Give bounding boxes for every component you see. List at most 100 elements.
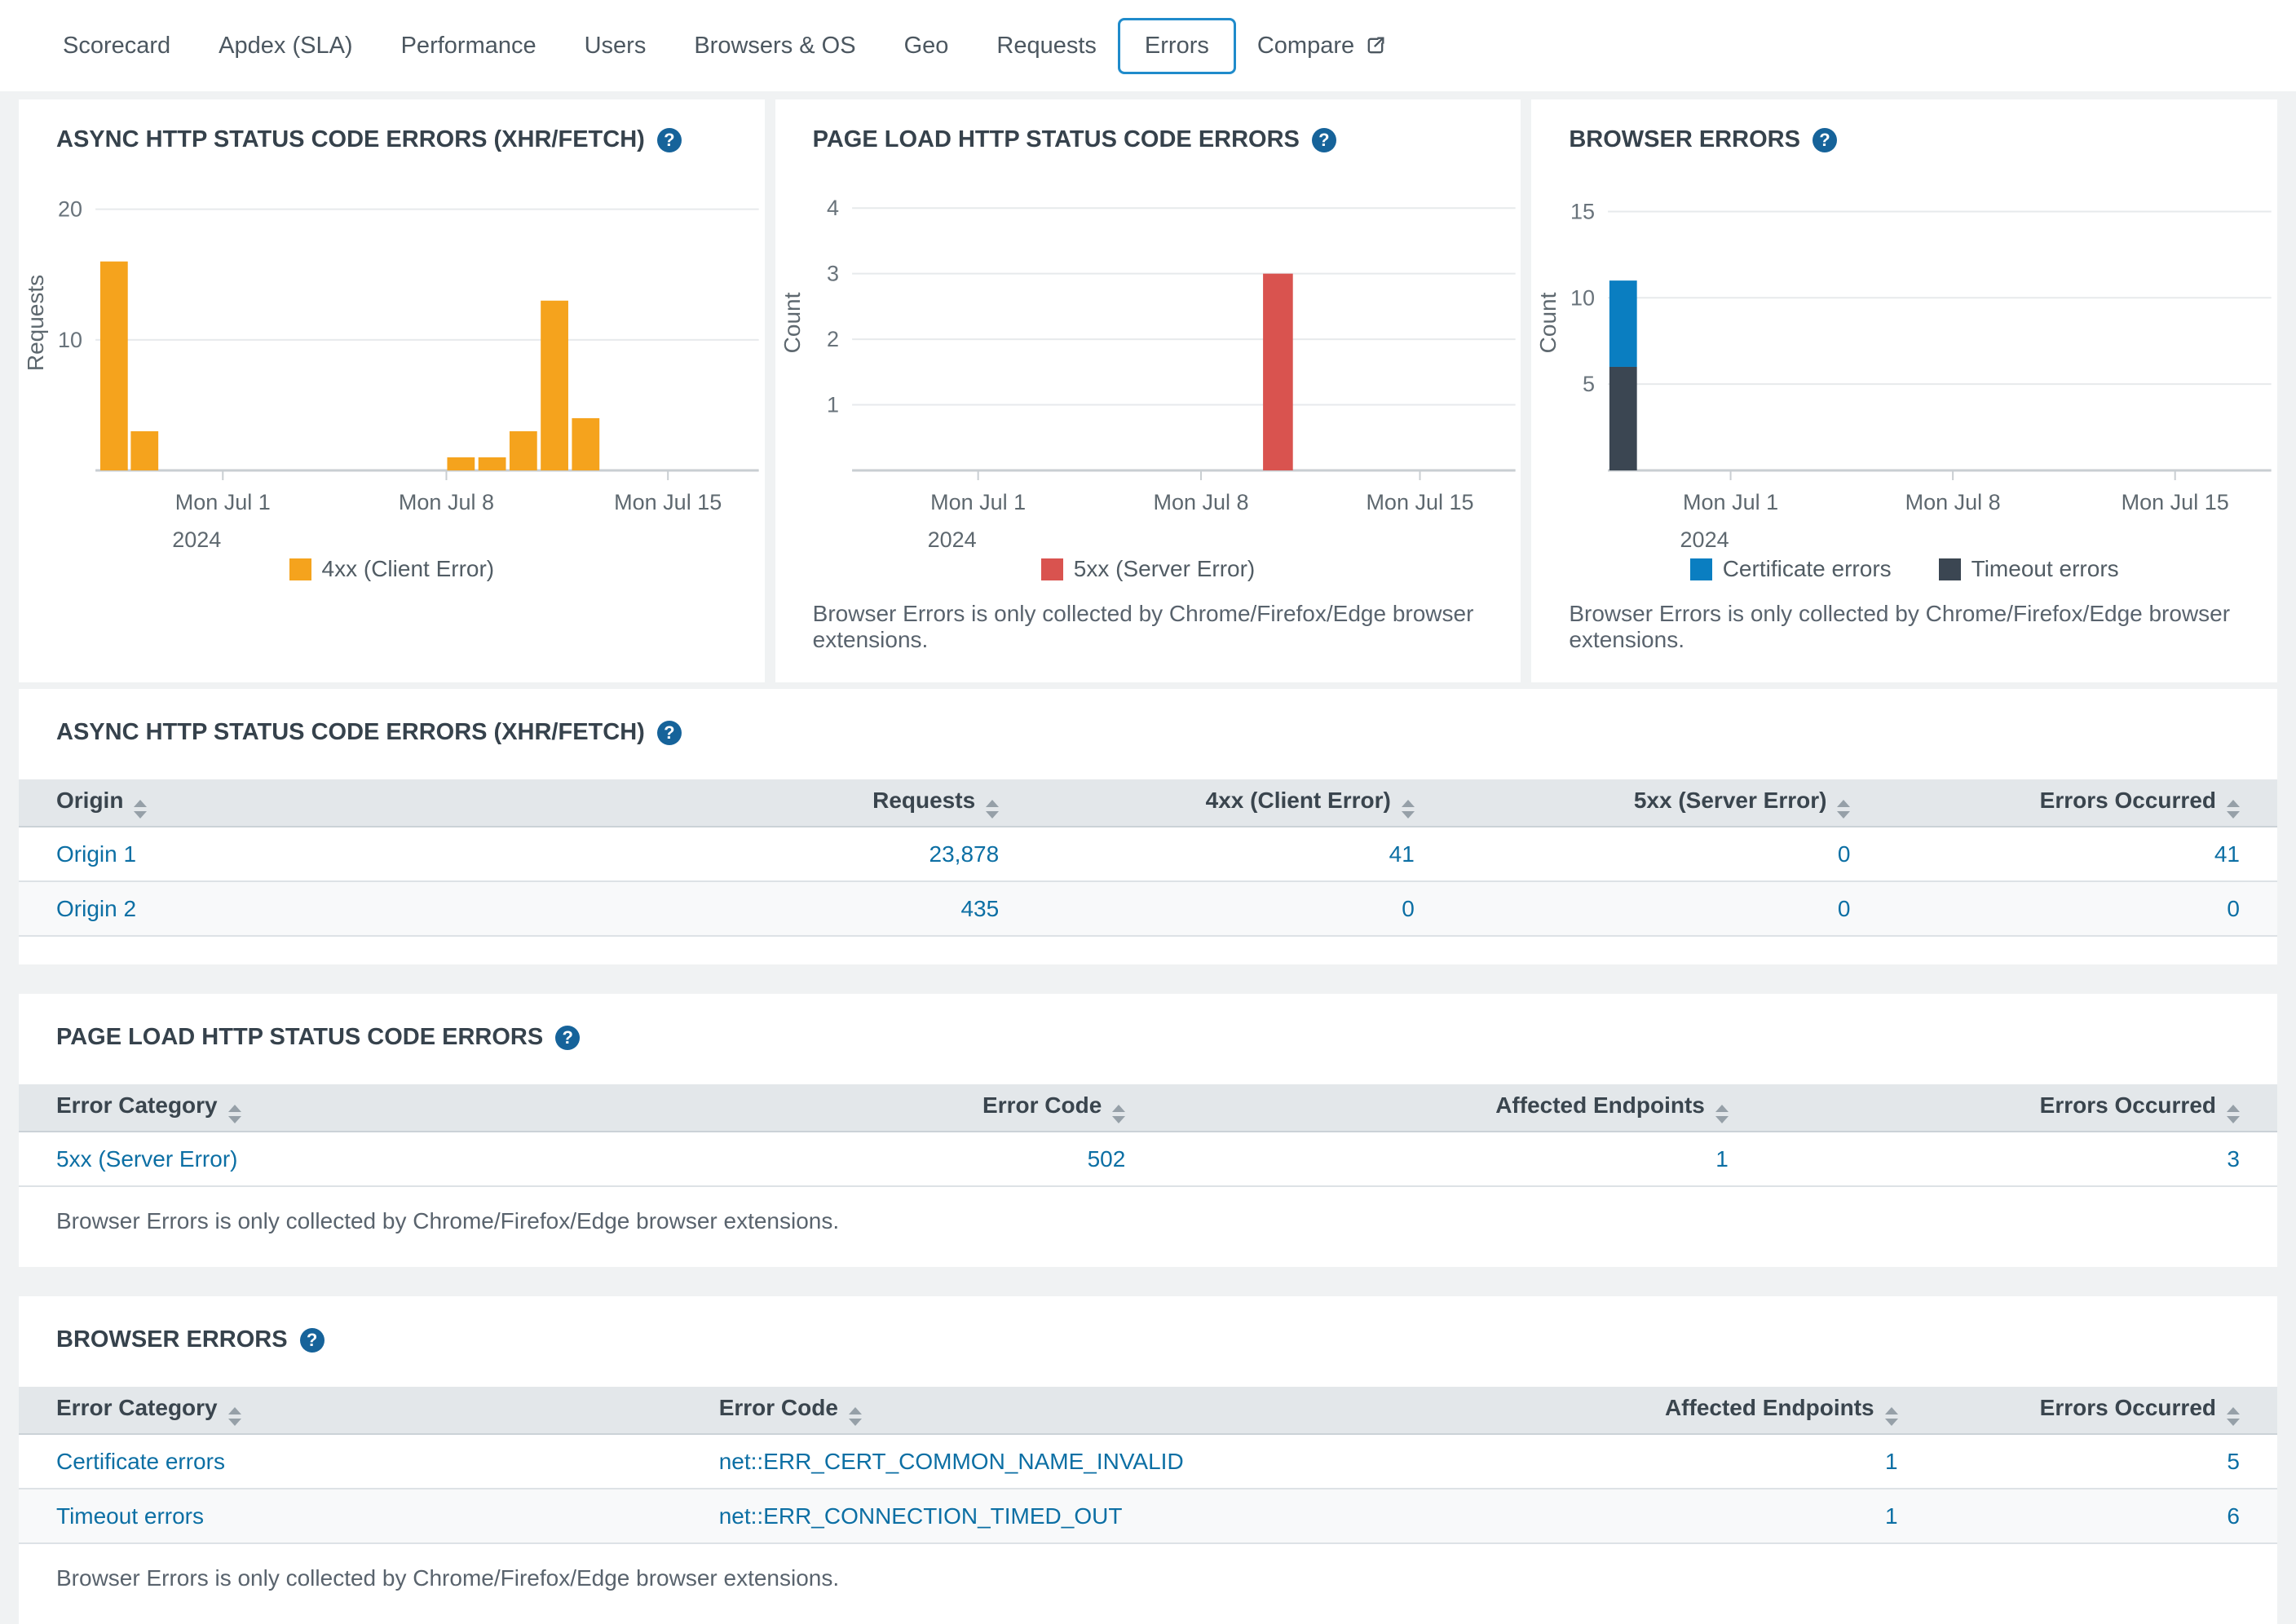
column-header-errors-occurred[interactable]: Errors Occurred: [1897, 1387, 2277, 1435]
column-header-label: Error Code: [982, 1092, 1102, 1118]
cell-link[interactable]: Origin 2: [56, 895, 137, 921]
tab-label: Browsers & OS: [694, 32, 856, 59]
x-tick-label: Mon Jul 1: [930, 490, 1026, 514]
help-icon[interactable]: [1812, 127, 1837, 152]
cell-link[interactable]: Origin 1: [56, 841, 137, 867]
legend-item-5xx-server-error[interactable]: 5xx (Server Error): [1040, 556, 1256, 582]
legend-swatch: [1938, 558, 1961, 580]
legend-label: 5xx (Server Error): [1073, 556, 1256, 581]
cell-link[interactable]: 1: [1885, 1503, 1898, 1529]
bar-segment-4xx-client-error[interactable]: [509, 430, 537, 470]
x-tick-label: Mon Jul 15: [614, 490, 722, 514]
table-cell: net::ERR_CONNECTION_TIMED_OUT: [718, 1489, 1397, 1544]
bar-segment-4xx-client-error[interactable]: [478, 457, 506, 470]
column-header-origin[interactable]: Origin: [19, 779, 584, 827]
column-header-4xx-client-error[interactable]: 4xx (Client Error): [999, 779, 1415, 827]
sort-icon[interactable]: [1112, 1104, 1126, 1123]
table-cell: 23,878: [583, 827, 1000, 882]
bar-segment-4xx-client-error[interactable]: [447, 457, 475, 470]
x-tick-label: Mon Jul 15: [2122, 490, 2229, 514]
help-icon[interactable]: [656, 720, 682, 745]
cell-link[interactable]: 0: [1837, 841, 1851, 867]
cell-link[interactable]: 5xx (Server Error): [56, 1145, 238, 1172]
cell-link[interactable]: 6: [2227, 1503, 2240, 1529]
tab-label: Errors: [1144, 32, 1209, 59]
sort-icon[interactable]: [1715, 1104, 1729, 1123]
column-header-requests[interactable]: Requests: [583, 779, 1000, 827]
tab-apdex-sla[interactable]: Apdex (SLA): [219, 33, 352, 60]
x-tick-sublabel: 2024: [927, 527, 976, 552]
tab-requests[interactable]: Requests: [996, 33, 1097, 60]
bar-segment-4xx-client-error[interactable]: [572, 417, 600, 470]
y-tick-label: 20: [58, 197, 82, 222]
tab-geo[interactable]: Geo: [904, 33, 949, 60]
chart-title: PAGE LOAD HTTP STATUS CODE ERRORS: [813, 126, 1336, 153]
cell-link[interactable]: net::ERR_CERT_COMMON_NAME_INVALID: [718, 1448, 1184, 1474]
cell-link[interactable]: Certificate errors: [56, 1448, 225, 1474]
sort-icon[interactable]: [2227, 1406, 2240, 1426]
tab-users[interactable]: Users: [585, 33, 647, 60]
bar-segment-4xx-client-error[interactable]: [541, 300, 568, 470]
column-header-5xx-server-error[interactable]: 5xx (Server Error): [1414, 779, 1851, 827]
cell-link[interactable]: 0: [1837, 895, 1851, 921]
sort-icon[interactable]: [2227, 799, 2240, 819]
cell-link[interactable]: 435: [960, 895, 1000, 921]
tab-scorecard[interactable]: Scorecard: [63, 33, 170, 60]
sort-icon[interactable]: [227, 1406, 241, 1426]
legend-item-4xx-client-error[interactable]: 4xx (Client Error): [289, 556, 494, 582]
column-header-errors-occurred[interactable]: Errors Occurred: [1850, 779, 2277, 827]
y-axis-label: Count: [779, 292, 805, 353]
cell-link[interactable]: Timeout errors: [56, 1503, 205, 1529]
column-header-affected-endpoints[interactable]: Affected Endpoints: [1396, 1387, 1898, 1435]
column-header-error-category[interactable]: Error Category: [19, 1084, 584, 1132]
tab-errors[interactable]: Errors: [1117, 17, 1236, 74]
column-header-affected-endpoints[interactable]: Affected Endpoints: [1125, 1084, 1729, 1132]
cell-link[interactable]: 0: [1402, 895, 1415, 921]
sort-icon[interactable]: [134, 799, 148, 819]
legend-item-certificate-errors[interactable]: Certificate errors: [1689, 556, 1892, 582]
sort-icon[interactable]: [1401, 799, 1415, 819]
sort-icon[interactable]: [1837, 799, 1851, 819]
tab-compare[interactable]: Compare: [1257, 33, 1387, 60]
column-header-error-category[interactable]: Error Category: [19, 1387, 719, 1435]
bar-segment-4xx-client-error[interactable]: [99, 261, 128, 470]
help-icon[interactable]: [1311, 127, 1336, 152]
tab-label: Requests: [996, 32, 1097, 59]
sort-icon[interactable]: [1884, 1406, 1898, 1426]
tab-browsers-os[interactable]: Browsers & OS: [694, 33, 855, 60]
table-cell: 41: [1850, 827, 2277, 882]
bar-segment-4xx-client-error[interactable]: [130, 430, 159, 470]
cell-link[interactable]: 41: [1389, 841, 1415, 867]
x-tick-sublabel: 2024: [172, 527, 221, 552]
column-header-error-code[interactable]: Error Code: [718, 1387, 1397, 1435]
section-title: PAGE LOAD HTTP STATUS CODE ERRORS: [19, 994, 2277, 1084]
cell-link[interactable]: 1: [1885, 1448, 1898, 1474]
bar-segment-5xx-server-error[interactable]: [1262, 273, 1293, 470]
help-icon[interactable]: [555, 1025, 581, 1050]
legend-swatch: [1040, 558, 1063, 580]
sort-icon[interactable]: [848, 1406, 862, 1426]
tab-performance[interactable]: Performance: [401, 33, 536, 60]
table-cell: 502: [583, 1132, 1126, 1187]
sort-icon[interactable]: [227, 1104, 241, 1123]
cell-link[interactable]: 1: [1715, 1145, 1729, 1172]
cell-link[interactable]: 0: [2227, 895, 2240, 921]
bar-segment-timeout-errors[interactable]: [1609, 366, 1638, 470]
cell-link[interactable]: 5: [2227, 1448, 2240, 1474]
browser-errors-stacked-bar-chart: 5 10 15 Count Mon Jul 1 2024 Mon Jul 8 Mon Jul …: [1535, 199, 2272, 552]
help-icon[interactable]: [299, 1327, 325, 1353]
column-header-errors-occurred[interactable]: Errors Occurred: [1728, 1084, 2277, 1132]
legend-item-timeout-errors[interactable]: Timeout errors: [1938, 556, 2119, 582]
help-icon[interactable]: [656, 127, 682, 152]
cell-link[interactable]: 41: [2214, 841, 2240, 867]
cell-link[interactable]: 23,878: [929, 841, 1000, 867]
sort-icon[interactable]: [986, 799, 1000, 819]
table-cell: Origin 1: [19, 827, 584, 882]
table-cell: 5xx (Server Error): [19, 1132, 584, 1187]
sort-icon[interactable]: [2227, 1104, 2240, 1123]
cell-link[interactable]: net::ERR_CONNECTION_TIMED_OUT: [718, 1503, 1123, 1529]
cell-link[interactable]: 502: [1087, 1145, 1126, 1172]
bar-segment-certificate-errors[interactable]: [1609, 280, 1638, 367]
cell-link[interactable]: 3: [2227, 1145, 2240, 1172]
column-header-error-code[interactable]: Error Code: [583, 1084, 1126, 1132]
